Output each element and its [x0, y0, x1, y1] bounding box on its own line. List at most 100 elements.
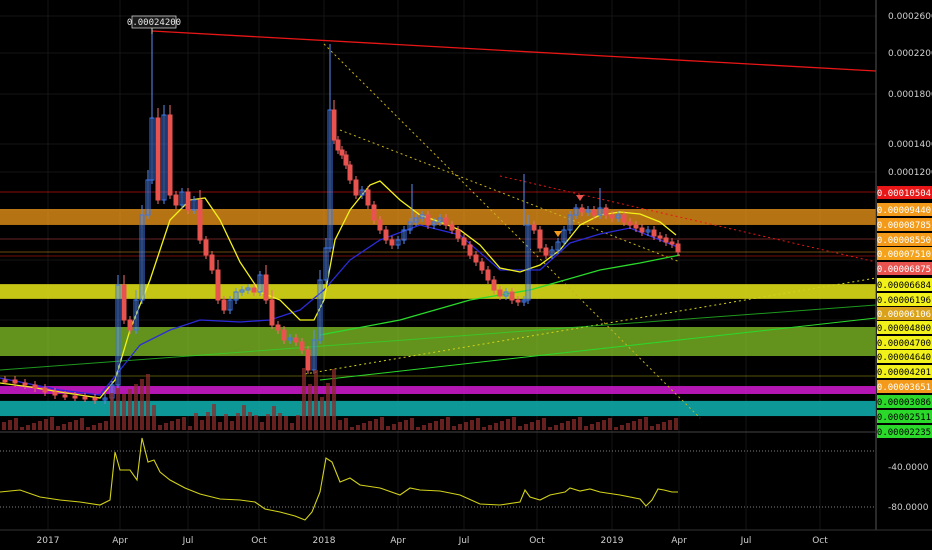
candle-body: [121, 284, 127, 321]
volume-bar: [80, 418, 84, 430]
candle-body: [185, 191, 191, 211]
volume-bar: [500, 421, 504, 430]
price-badge-label: 0.00003086: [877, 398, 931, 408]
candle-body: [197, 199, 203, 241]
candle-body: [339, 149, 345, 156]
candle-body: [395, 239, 401, 246]
price-badge-label: 0.00006196: [877, 296, 931, 306]
candle-body: [627, 221, 633, 226]
volume-bar: [134, 384, 138, 430]
candle-body: [639, 227, 645, 233]
candle-body: [561, 229, 567, 243]
candle-body: [383, 229, 389, 241]
price-badge: [877, 425, 932, 438]
candle-body: [657, 235, 663, 239]
candle-body: [299, 341, 305, 351]
candle-body: [331, 109, 337, 141]
price-badge-label: 0.00006684: [877, 281, 931, 291]
volume-bar: [512, 417, 516, 430]
candle-body: [443, 217, 449, 226]
volume-bar: [254, 415, 258, 430]
volume-bar: [392, 424, 396, 430]
candle-body: [567, 214, 573, 231]
volume-bar: [188, 426, 192, 430]
candle-body: [603, 207, 609, 216]
volume-bar: [662, 422, 666, 430]
volume-bar: [542, 418, 546, 430]
time-tick: Oct: [529, 536, 545, 546]
volume-bar: [38, 421, 42, 430]
candle-body: [591, 209, 597, 216]
volume-bar: [572, 419, 576, 430]
price-badge-label: 0.00008785: [877, 221, 931, 231]
candle-body: [82, 396, 88, 400]
price-badge: [877, 307, 932, 320]
volume-bar: [272, 406, 276, 430]
dotted-trend-line: [499, 175, 877, 263]
candle-body: [353, 179, 359, 196]
candle-body: [191, 199, 197, 211]
volume-bar: [536, 420, 540, 430]
volume-bar: [164, 423, 168, 430]
candle-body: [675, 243, 681, 253]
volume-bar: [374, 419, 378, 430]
volume-bar: [548, 427, 552, 430]
candle-body: [455, 229, 461, 239]
candle-body: [645, 229, 651, 233]
price-zone: [0, 386, 876, 394]
candle-body: [275, 324, 281, 331]
candle-body: [22, 382, 28, 386]
price-badge: [877, 380, 932, 393]
price-badge-label: 0.00007510: [877, 250, 931, 260]
volume-bar: [410, 418, 414, 430]
volume-bar: [20, 427, 24, 430]
price-axis: 0.00026000 0.00022000 0.00018000 0.00014…: [875, 0, 932, 530]
candle-body: [425, 214, 431, 226]
volume-bar: [62, 424, 66, 430]
rsi-panel: [0, 431, 876, 521]
candle-body: [633, 224, 639, 229]
volume-bar: [596, 422, 600, 430]
candle-body: [145, 179, 151, 216]
candle-body: [401, 229, 407, 241]
price-tick: 0.00012000: [888, 168, 932, 178]
time-tick: Jul: [740, 536, 752, 546]
candle-body: [42, 387, 48, 393]
volume-bar: [566, 421, 570, 430]
volume-bar: [554, 425, 558, 430]
price-badge: [877, 321, 932, 334]
volume-bar: [326, 383, 330, 430]
volume-bar: [452, 426, 456, 430]
price-badge-label: 0.00002511: [877, 413, 931, 423]
volume-bar: [14, 418, 18, 430]
candle-body: [485, 269, 491, 281]
dotted-trend-line: [323, 43, 701, 419]
volume-bar: [230, 421, 234, 430]
volume-bar: [236, 413, 240, 430]
candle-body: [62, 394, 68, 398]
trend-lines: [0, 30, 877, 419]
candle-body: [305, 349, 311, 371]
candle-body: [239, 289, 245, 293]
price-badge-label: 0.00006106: [877, 310, 931, 320]
candle-body: [537, 229, 543, 249]
price-badges: 0.00010504 0.00009440 0.00008785 0.00008550…: [877, 186, 932, 438]
candle-body: [651, 229, 657, 237]
candle-body: [521, 299, 527, 303]
price-badge: [877, 186, 932, 199]
time-tick: Oct: [812, 536, 828, 546]
price-badge-label: 0.00009440: [877, 206, 931, 216]
volume-bar: [320, 397, 324, 430]
volume-bar: [530, 422, 534, 430]
price-badge: [877, 218, 932, 231]
volume-bar: [74, 420, 78, 430]
volume-bar: [464, 422, 468, 430]
candle-body: [257, 274, 263, 293]
support-line-green: [319, 317, 877, 381]
candle-body: [167, 114, 173, 196]
candle-body: [615, 214, 621, 219]
price-badge: [877, 365, 932, 378]
candle-body: [12, 379, 18, 384]
candle-body: [497, 289, 503, 297]
